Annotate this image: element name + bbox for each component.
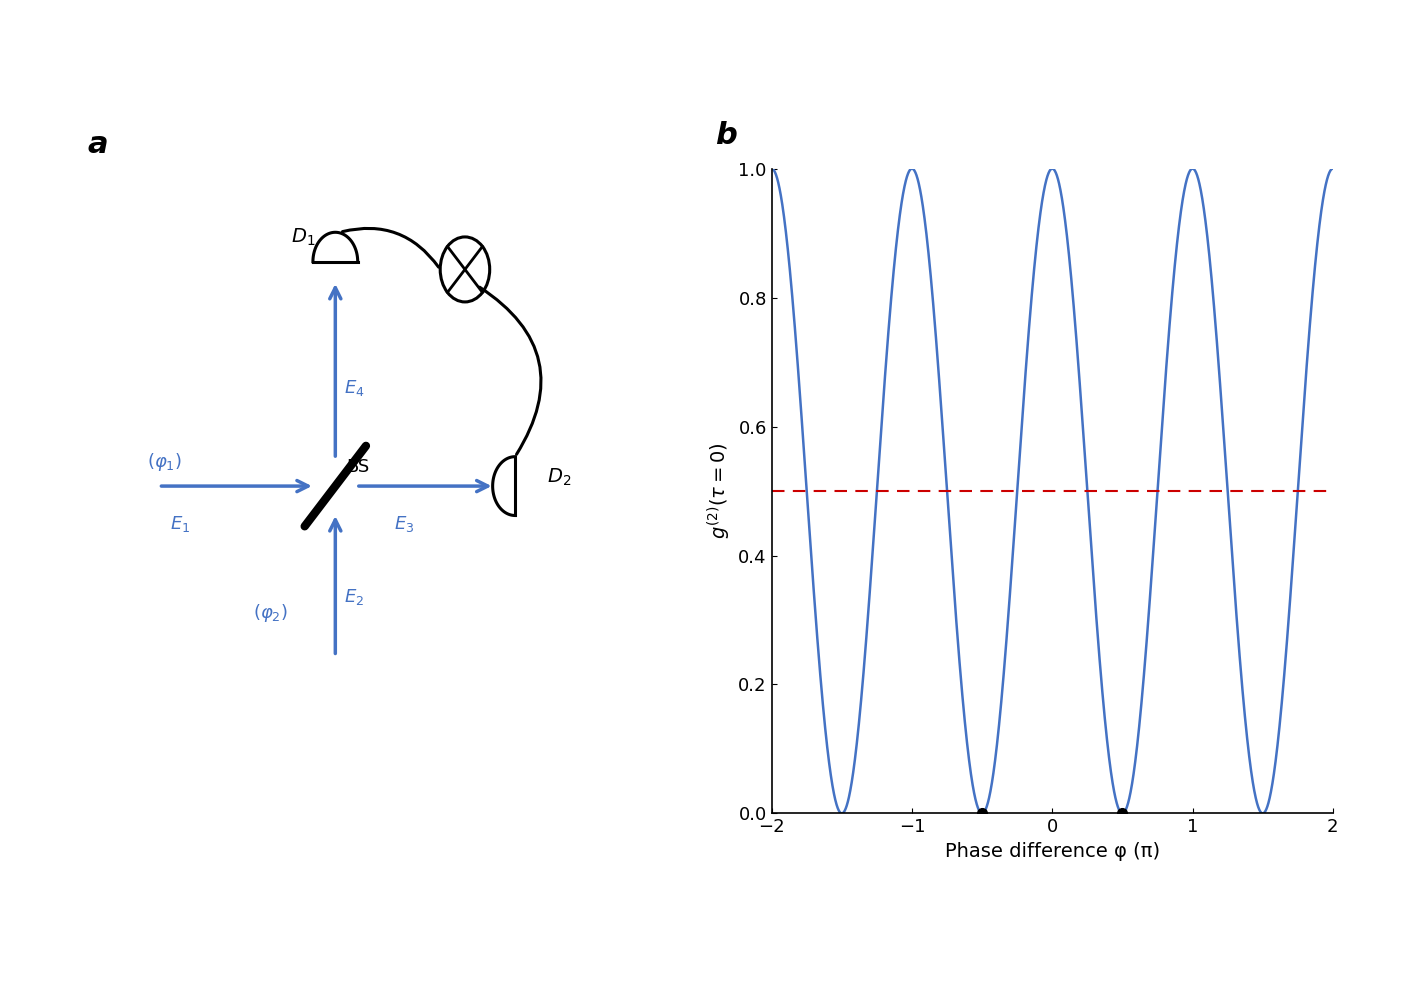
Text: $(\varphi_2)$: $(\varphi_2)$ xyxy=(253,601,288,624)
Text: $E_2$: $E_2$ xyxy=(344,587,365,607)
Text: $D_1$: $D_1$ xyxy=(292,226,316,248)
Text: $(\varphi_1)$: $(\varphi_1)$ xyxy=(147,450,181,473)
Text: $E_3$: $E_3$ xyxy=(394,514,414,534)
Text: $E_1$: $E_1$ xyxy=(170,514,191,534)
Text: BS: BS xyxy=(347,458,369,476)
Y-axis label: $g^{(2)}(\tau=0)$: $g^{(2)}(\tau=0)$ xyxy=(706,442,732,540)
Text: $D_2$: $D_2$ xyxy=(547,466,571,487)
X-axis label: Phase difference φ (π): Phase difference φ (π) xyxy=(944,842,1160,861)
Text: $E_4$: $E_4$ xyxy=(344,378,365,398)
Text: a: a xyxy=(88,130,108,160)
Text: b: b xyxy=(716,121,738,150)
